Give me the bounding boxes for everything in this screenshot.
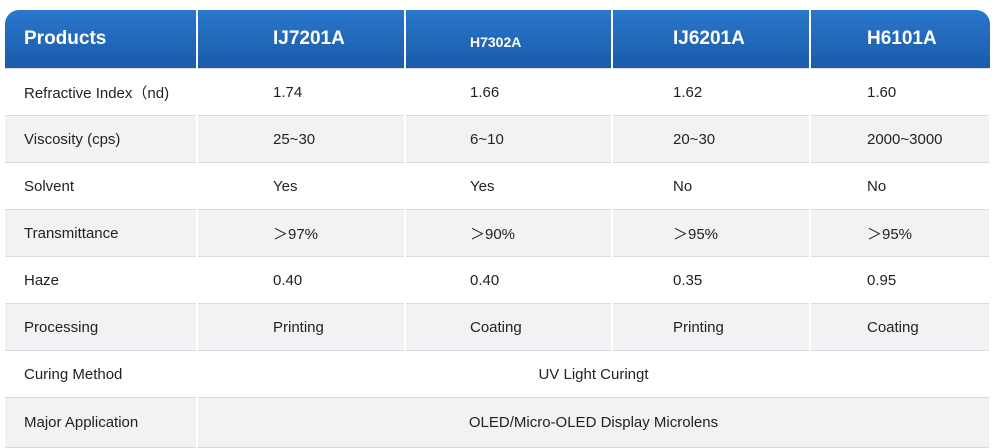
header-cell: IJ7201A <box>197 10 406 69</box>
row-label: Curing Method <box>5 350 198 398</box>
header-cell: H6101A <box>810 10 990 69</box>
cell: Printing <box>612 303 811 351</box>
cell: 0.40 <box>405 256 613 304</box>
cell: ＞95% <box>612 209 811 257</box>
row-label: Refractive Index（nd) <box>5 68 198 116</box>
cell: Printing <box>197 303 406 351</box>
table-row: Curing Method UV Light Curingt <box>5 350 991 398</box>
cell: No <box>612 162 811 210</box>
row-label: Solvent <box>5 162 198 210</box>
cell: 1.66 <box>405 68 613 116</box>
cell: 1.74 <box>197 68 406 116</box>
cell: Coating <box>405 303 613 351</box>
cell: Yes <box>405 162 613 210</box>
cell: Yes <box>197 162 406 210</box>
cell: ＞95% <box>810 209 991 257</box>
cell: 2000~3000 <box>810 115 991 163</box>
cell: 1.62 <box>612 68 811 116</box>
cell: 25~30 <box>197 115 406 163</box>
table: Products IJ7201A H7302A IJ6201A H6101A Refra… <box>5 10 991 448</box>
cell: 0.95 <box>810 256 991 304</box>
row-label: Viscosity (cps) <box>5 115 198 163</box>
cell: 20~30 <box>612 115 811 163</box>
row-label: Processing <box>5 303 198 351</box>
row-label: Haze <box>5 256 198 304</box>
table-body: Refractive Index（nd) 1.74 1.66 1.62 1.60 Visc… <box>5 68 991 448</box>
table-row: Refractive Index（nd) 1.74 1.66 1.62 1.60 <box>5 68 991 116</box>
cell: No <box>810 162 991 210</box>
table-row: Processing Printing Coating Printing Coating <box>5 303 991 351</box>
row-label: Major Application <box>5 397 198 448</box>
table-row: Viscosity (cps) 25~30 6~10 20~30 2000~3000 <box>5 115 991 163</box>
table-row: Solvent Yes Yes No No <box>5 162 991 210</box>
header-cell: Products <box>5 10 198 69</box>
header-cell: IJ6201A <box>612 10 811 69</box>
cell: ＞97% <box>197 209 406 257</box>
cell: Coating <box>810 303 991 351</box>
table-row: Major Application OLED/Micro-OLED Display… <box>5 397 991 448</box>
cell: 0.35 <box>612 256 811 304</box>
row-label: Transmittance <box>5 209 198 257</box>
header-row: Products IJ7201A H7302A IJ6201A H6101A <box>5 10 990 69</box>
table-row: Haze 0.40 0.40 0.35 0.95 <box>5 256 991 304</box>
page: Products IJ7201A H7302A IJ6201A H6101A Refra… <box>5 10 991 448</box>
cell: OLED/Micro-OLED Display Microlens <box>197 397 991 448</box>
cell: 0.40 <box>197 256 406 304</box>
header-cell: H7302A <box>405 10 613 69</box>
spec-table: Products IJ7201A H7302A IJ6201A H6101A Refra… <box>5 10 991 448</box>
cell: ＞90% <box>405 209 613 257</box>
cell: 1.60 <box>810 68 991 116</box>
table-row: Transmittance ＞97% ＞90% ＞95% ＞95% <box>5 209 991 257</box>
cell: UV Light Curingt <box>197 350 991 398</box>
cell: 6~10 <box>405 115 613 163</box>
